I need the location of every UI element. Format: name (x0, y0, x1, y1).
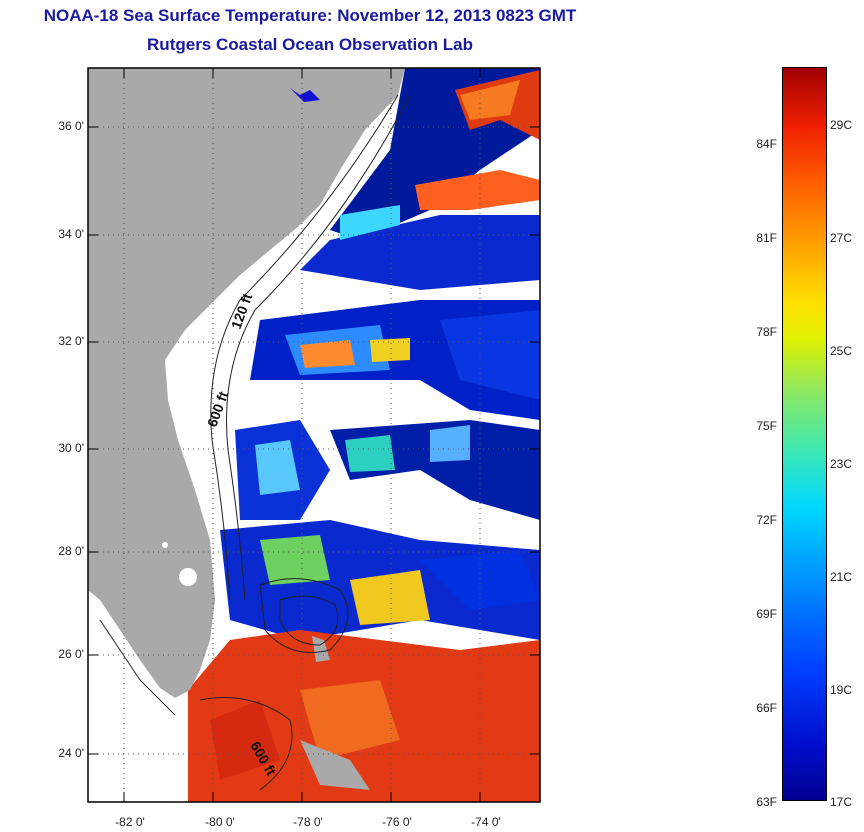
land-layer (88, 68, 405, 790)
lat-label-24: 24 0' (58, 746, 84, 760)
colorbar-label-f-84: 84F (756, 137, 777, 151)
map-frame (87, 67, 541, 803)
colorbar-label-f-72: 72F (756, 513, 777, 527)
colorbar-label-c-19: 19C (830, 683, 853, 697)
colorbar-label-c-17: 17C (830, 795, 853, 809)
lon-label-74: -74 0' (471, 815, 501, 829)
lat-label-34: 34 0' (58, 227, 84, 241)
colorbar-label-f-69: 69F (756, 607, 777, 621)
lat-label-32: 32 0' (58, 334, 84, 348)
lon-label-78: -78 0' (293, 815, 323, 829)
lat-label-28: 28 0' (58, 544, 84, 558)
axis-ticks (88, 68, 540, 802)
lon-label-80: -80 0' (205, 815, 235, 829)
colorbar-label-f-66: 66F (756, 701, 777, 715)
colorbar-label-f-81: 81F (756, 231, 777, 245)
colorbar-label-f-63: 63F (756, 795, 777, 809)
lat-label-26: 26 0' (58, 647, 84, 661)
lat-label-30: 30 0' (58, 441, 84, 455)
colorbar-label-f-75: 75F (756, 419, 777, 433)
temperature-colorbar (782, 67, 827, 801)
colorbar-label-c-27: 27C (830, 231, 853, 245)
lon-label-82: -82 0' (115, 815, 145, 829)
bathymetry-contours (99, 94, 411, 791)
colorbar-label-f-78: 78F (756, 325, 777, 339)
page-title: NOAA-18 Sea Surface Temperature: Novembe… (43, 6, 577, 25)
page-subtitle: Rutgers Coastal Ocean Observation Lab (147, 35, 473, 54)
colorbar-label-c-23: 23C (830, 457, 853, 471)
lon-label-76: -76 0' (382, 815, 412, 829)
lat-label-36: 36 0' (58, 119, 84, 133)
colorbar-label-c-29: 29C (830, 118, 853, 132)
colorbar-label-c-25: 25C (830, 344, 853, 358)
colorbar-label-c-21: 21C (830, 570, 853, 584)
graticule (88, 68, 540, 802)
